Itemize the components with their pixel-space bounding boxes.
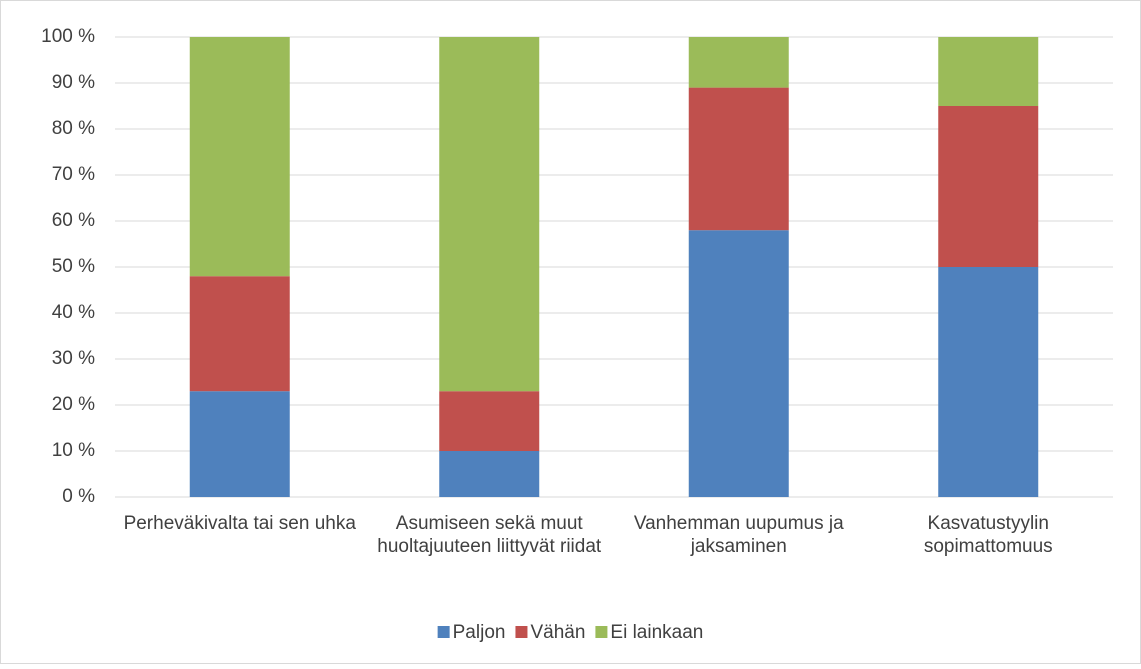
y-tick-label: 40 % [52,302,95,323]
y-tick-label: 30 % [52,348,95,369]
x-tick-label-box: Asumiseen sekä muut huoltajuuteen liitty… [377,513,602,557]
bar-segment [189,37,290,277]
y-tick-label: 80 % [52,118,95,139]
x-tick-label: Vanhemman uupumus ja jaksaminen [633,513,844,557]
legend-swatch [437,626,450,638]
y-tick-label: 70 % [52,164,95,185]
x-tick-label: Kasvatustyylin sopimattomuus [923,513,1053,557]
x-tick-label: Perheväkivalta tai sen uhka [123,513,356,534]
legend: Paljon Vähän Ei lainkaan [437,622,703,643]
legend-label: Vähän [530,622,585,643]
legend-swatch [595,626,608,638]
bar-segment [189,391,290,497]
bar-segment [439,37,540,392]
bar-segment [938,106,1039,267]
y-tick-label: 50 % [52,256,95,277]
legend-label: Paljon [453,622,506,643]
bar-segment [189,276,290,392]
x-tick-label-box: Kasvatustyylin sopimattomuus [923,513,1053,557]
bar-segment [439,391,540,451]
bar-segment [938,37,1039,106]
y-tick-label: 0 % [62,486,95,507]
x-tick-label-box: Perheväkivalta tai sen uhka [123,513,356,534]
x-tick-label-box: Vanhemman uupumus ja jaksaminen [633,513,844,557]
bar-segment [439,451,540,497]
bar-segment [688,37,789,88]
y-tick-label: 20 % [52,394,95,415]
bar-segment [688,230,789,497]
bar-segment [938,267,1039,497]
y-tick-label: 60 % [52,210,95,231]
y-tick-label: 10 % [52,440,95,461]
x-tick-label: Asumiseen sekä muut huoltajuuteen liitty… [377,513,602,557]
y-tick-label: 100 % [41,26,95,47]
bar-segment [688,87,789,231]
legend-label: Ei lainkaan [610,622,703,643]
y-tick-label: 90 % [52,72,95,93]
legend-swatch [515,626,528,638]
